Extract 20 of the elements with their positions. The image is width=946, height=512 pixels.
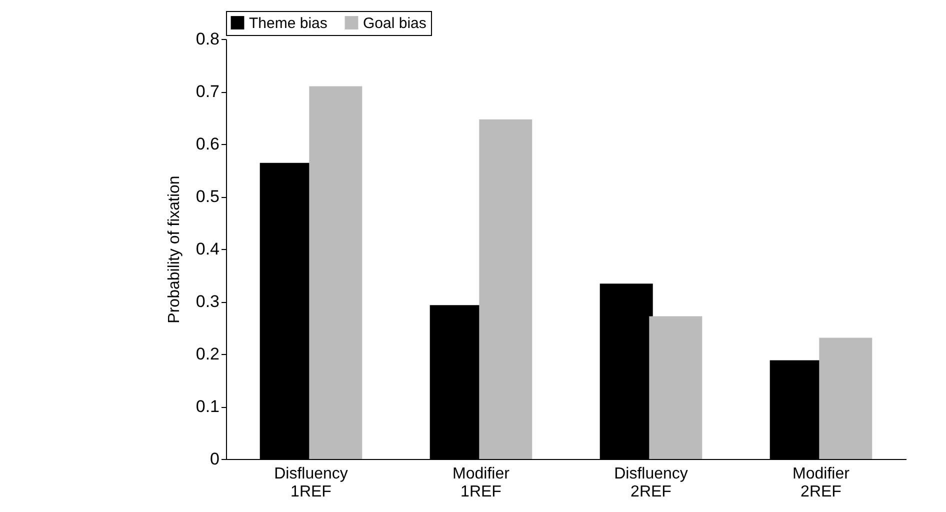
x-tick-label: Modifier 2REF <box>792 466 850 500</box>
y-tick-label: 0.2 <box>196 344 220 364</box>
y-axis-title: Probability of fixation <box>166 176 183 324</box>
y-tick-label: 0.6 <box>196 134 220 154</box>
y-tick-label: 0.7 <box>196 82 220 101</box>
y-tick-label: 0.1 <box>196 397 220 416</box>
bar <box>819 338 872 459</box>
bar <box>479 119 532 459</box>
y-tick-label: 0.5 <box>196 187 220 206</box>
x-tick-label: Modifier 1REF <box>452 466 510 500</box>
y-tick-label: 0 <box>210 450 220 468</box>
x-tick-label: Disfluency 1REF <box>274 466 348 500</box>
y-tick-label: 0.8 <box>196 30 220 48</box>
bar <box>309 86 362 459</box>
y-tick-label: 0.3 <box>196 292 220 311</box>
bar <box>649 316 702 459</box>
x-tick-label: Disfluency 2REF <box>614 466 688 500</box>
legend-label: Goal bias <box>363 14 426 32</box>
legend-label: Theme bias <box>249 14 328 32</box>
y-tick-label: 0.4 <box>196 240 220 258</box>
